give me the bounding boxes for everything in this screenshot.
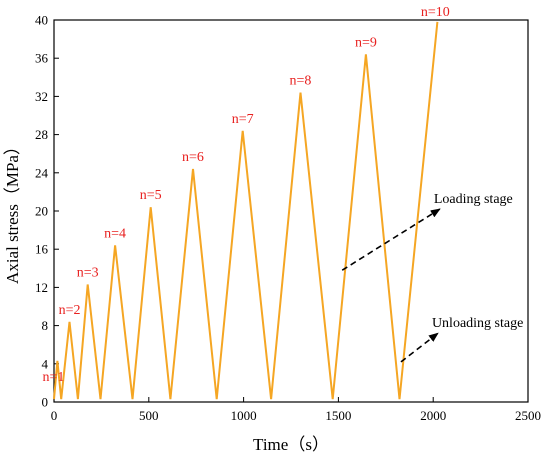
cycle-label: n=1 bbox=[42, 370, 64, 385]
annotation-arrow bbox=[341, 208, 441, 271]
cycle-label: n=6 bbox=[182, 150, 204, 165]
x-tick-label: 2500 bbox=[515, 408, 541, 423]
annotation-arrow bbox=[400, 332, 439, 363]
annotation-label: Loading stage bbox=[434, 192, 513, 207]
cycle-label: n=7 bbox=[232, 112, 254, 127]
peak-labels: n=1 n=2 n=3 n=4 n=5 n=6 n=7 n=8 n=9 n=10 bbox=[42, 5, 449, 385]
annotations: Loading stage Unloading stage bbox=[341, 192, 523, 363]
cycle-label: n=10 bbox=[421, 5, 450, 20]
cycle-label: n=3 bbox=[77, 266, 99, 281]
x-tick-label: 1500 bbox=[325, 408, 351, 423]
x-tick-label: 0 bbox=[51, 408, 58, 423]
x-tick-label: 1000 bbox=[231, 408, 257, 423]
cycle-label: n=4 bbox=[104, 226, 126, 241]
y-tick-label: 28 bbox=[35, 127, 48, 142]
y-tick-label: 8 bbox=[42, 318, 49, 333]
y-tick-label: 36 bbox=[35, 51, 49, 66]
annotation-label: Unloading stage bbox=[432, 316, 523, 331]
y-tick-label: 40 bbox=[35, 13, 48, 28]
y-tick-label: 24 bbox=[35, 165, 49, 180]
ticks: 0 500 1000 1500 2000 2500 0 4 8 12 16 20 24 28 32 36 40 bbox=[35, 13, 541, 424]
cycle-label: n=2 bbox=[59, 303, 81, 318]
x-tick-label: 2000 bbox=[420, 408, 446, 423]
y-tick-label: 20 bbox=[35, 204, 48, 219]
y-tick-label: 12 bbox=[35, 280, 48, 295]
stress-series-line bbox=[53, 21, 439, 400]
y-tick-label: 32 bbox=[35, 89, 48, 104]
y-axis-title: Axial stress（MPa） bbox=[3, 138, 22, 284]
y-tick-label: 4 bbox=[42, 356, 49, 371]
y-tick-label: 0 bbox=[42, 395, 49, 410]
x-axis-title: Time（s） bbox=[253, 435, 329, 454]
x-tick-label: 500 bbox=[139, 408, 159, 423]
cycle-label: n=8 bbox=[290, 74, 312, 89]
cycle-label: n=5 bbox=[140, 188, 162, 203]
cycle-label: n=9 bbox=[355, 35, 377, 50]
y-tick-label: 16 bbox=[35, 242, 49, 257]
series bbox=[53, 21, 439, 400]
